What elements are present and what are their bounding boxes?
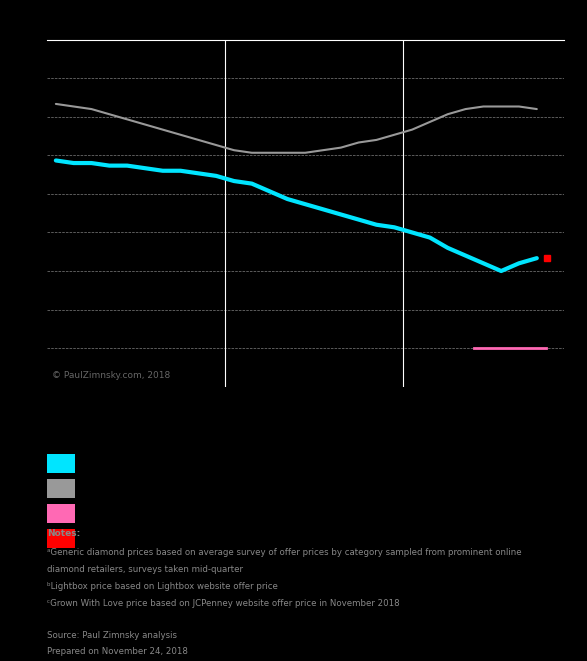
Text: diamond retailers, surveys taken mid-quarter: diamond retailers, surveys taken mid-qua… [47, 564, 243, 574]
Text: Source: Paul Zimnsky analysis: Source: Paul Zimnsky analysis [47, 631, 177, 640]
Text: ᶜGrown With Love price based on JCPenney website offer price in November 2018: ᶜGrown With Love price based on JCPenney… [47, 598, 400, 607]
Text: Prepared on November 24, 2018: Prepared on November 24, 2018 [47, 648, 188, 656]
Text: © PaulZimnsky.com, 2018: © PaulZimnsky.com, 2018 [52, 371, 170, 379]
Text: ᵃGeneric diamond prices based on average survey of offer prices by category samp: ᵃGeneric diamond prices based on average… [47, 547, 522, 557]
Text: ᵇLightbox price based on Lightbox website offer price: ᵇLightbox price based on Lightbox websit… [47, 582, 278, 590]
Text: Notes:: Notes: [47, 529, 80, 538]
